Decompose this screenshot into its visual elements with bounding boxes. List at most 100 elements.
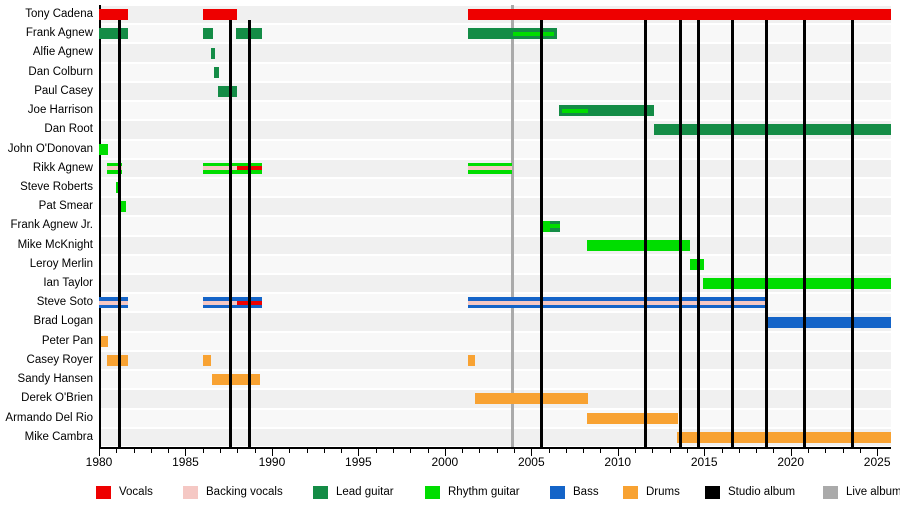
axis-tick — [496, 449, 498, 453]
axis-tick — [756, 449, 758, 453]
studio-album-line — [803, 20, 807, 447]
axis-tick — [565, 449, 567, 453]
member-name: Dan Colburn — [28, 65, 93, 78]
axis-tick — [669, 449, 671, 453]
bar-inner-stripe — [99, 300, 129, 305]
member-row-bg — [99, 275, 891, 293]
axis-tick — [479, 449, 481, 453]
axis-tick — [271, 449, 273, 456]
member-name: Peter Pan — [41, 334, 93, 347]
axis-tick — [116, 449, 118, 453]
bar-inner-stripe — [202, 300, 238, 305]
timeline-bar — [468, 28, 558, 40]
legend-item: Vocals — [96, 485, 216, 500]
axis-tick — [548, 449, 550, 453]
member-row-bg — [99, 217, 891, 235]
axis-tick — [842, 449, 844, 453]
axis-tick — [254, 449, 256, 453]
member-name: Rikk Agnew — [32, 161, 93, 174]
timeline-bar — [202, 28, 214, 40]
studio-album-line — [118, 20, 122, 447]
axis-tick — [807, 449, 809, 453]
axis-tick — [859, 449, 861, 453]
timeline-bar — [586, 239, 691, 251]
timeline-bar — [106, 162, 123, 174]
member-name: Leroy Merlin — [29, 257, 93, 270]
timeline-bar — [541, 220, 551, 232]
axis-tick — [150, 449, 152, 453]
studio-album-line — [731, 20, 735, 447]
studio-album-line — [228, 20, 232, 447]
live-album-line — [510, 5, 514, 447]
legend-color-chip — [183, 486, 198, 499]
axis-tick-label: 1980 — [85, 455, 113, 469]
member-row-bg — [99, 236, 891, 254]
axis-tick-label: 2020 — [777, 455, 805, 469]
member-name: Pat Smear — [38, 200, 93, 213]
timeline-bar — [202, 9, 238, 21]
timeline-bar — [218, 85, 238, 97]
member-row-bg — [99, 409, 891, 427]
axis-tick — [392, 449, 394, 453]
timeline-bar — [654, 124, 891, 136]
legend-label: Rhythm guitar — [448, 486, 520, 498]
member-name: Frank Agnew Jr. — [10, 219, 93, 232]
studio-album-line — [540, 20, 544, 447]
legend-item: Drums — [623, 485, 743, 500]
legend-color-chip — [705, 486, 720, 499]
legend-color-chip — [623, 486, 638, 499]
axis-tick — [825, 449, 827, 453]
member-name: Casey Royer — [26, 353, 93, 366]
axis-tick — [289, 449, 291, 453]
bar-inner-stripe — [468, 300, 767, 305]
axis-tick-label: 2025 — [863, 455, 891, 469]
studio-album-line — [643, 20, 647, 447]
bar-inner-stripe — [550, 224, 560, 228]
studio-album-line — [851, 20, 855, 447]
studio-album-line — [679, 20, 683, 447]
timeline-bar — [468, 9, 891, 21]
timeline-bar — [586, 412, 679, 424]
timeline-bar — [99, 9, 129, 21]
member-row-bg — [99, 255, 891, 274]
axis-tick — [600, 449, 602, 453]
member-name: Armando Del Rio — [5, 411, 93, 424]
timeline-bar — [99, 297, 129, 309]
timeline-bar — [558, 105, 655, 117]
timeline-bar — [676, 431, 891, 443]
member-row-bg — [99, 332, 891, 350]
member-name: Brad Logan — [33, 315, 93, 328]
axis-tick-label: 1995 — [345, 455, 372, 469]
timeline-bar — [99, 143, 108, 155]
bar-inner-stripe — [468, 166, 513, 171]
axis-tick-label: 2015 — [690, 455, 718, 469]
axis-tick — [341, 449, 343, 453]
legend-item: Live album — [823, 485, 900, 500]
member-row-bg — [99, 198, 891, 216]
timeline-bar — [468, 355, 476, 367]
legend-item: Backing vocals — [183, 485, 303, 500]
legend-item: Lead guitar — [313, 485, 433, 500]
axis-tick — [773, 449, 775, 453]
timeline-bar — [212, 374, 260, 386]
member-row-bg — [99, 63, 891, 81]
axis-tick — [99, 449, 100, 456]
timeline-bar — [213, 66, 220, 78]
legend-color-chip — [425, 486, 440, 499]
legend-color-chip — [96, 486, 111, 499]
timeline-bar — [703, 278, 891, 290]
legend-label: Studio album — [728, 486, 796, 498]
axis-tick-label: 2010 — [604, 455, 632, 469]
timeline-bar — [116, 182, 120, 194]
axis-tick-label: 1985 — [172, 455, 199, 469]
member-name: Tony Cadena — [25, 8, 93, 20]
axis-tick — [790, 449, 792, 456]
axis-tick — [686, 449, 688, 453]
timeline-bar — [121, 201, 126, 213]
member-name: Frank Agnew — [25, 27, 93, 40]
timeline-bar — [210, 47, 215, 59]
legend-label: Drums — [646, 486, 680, 498]
legend-label: Bass — [573, 486, 599, 498]
axis-tick-label: 2005 — [517, 455, 545, 469]
